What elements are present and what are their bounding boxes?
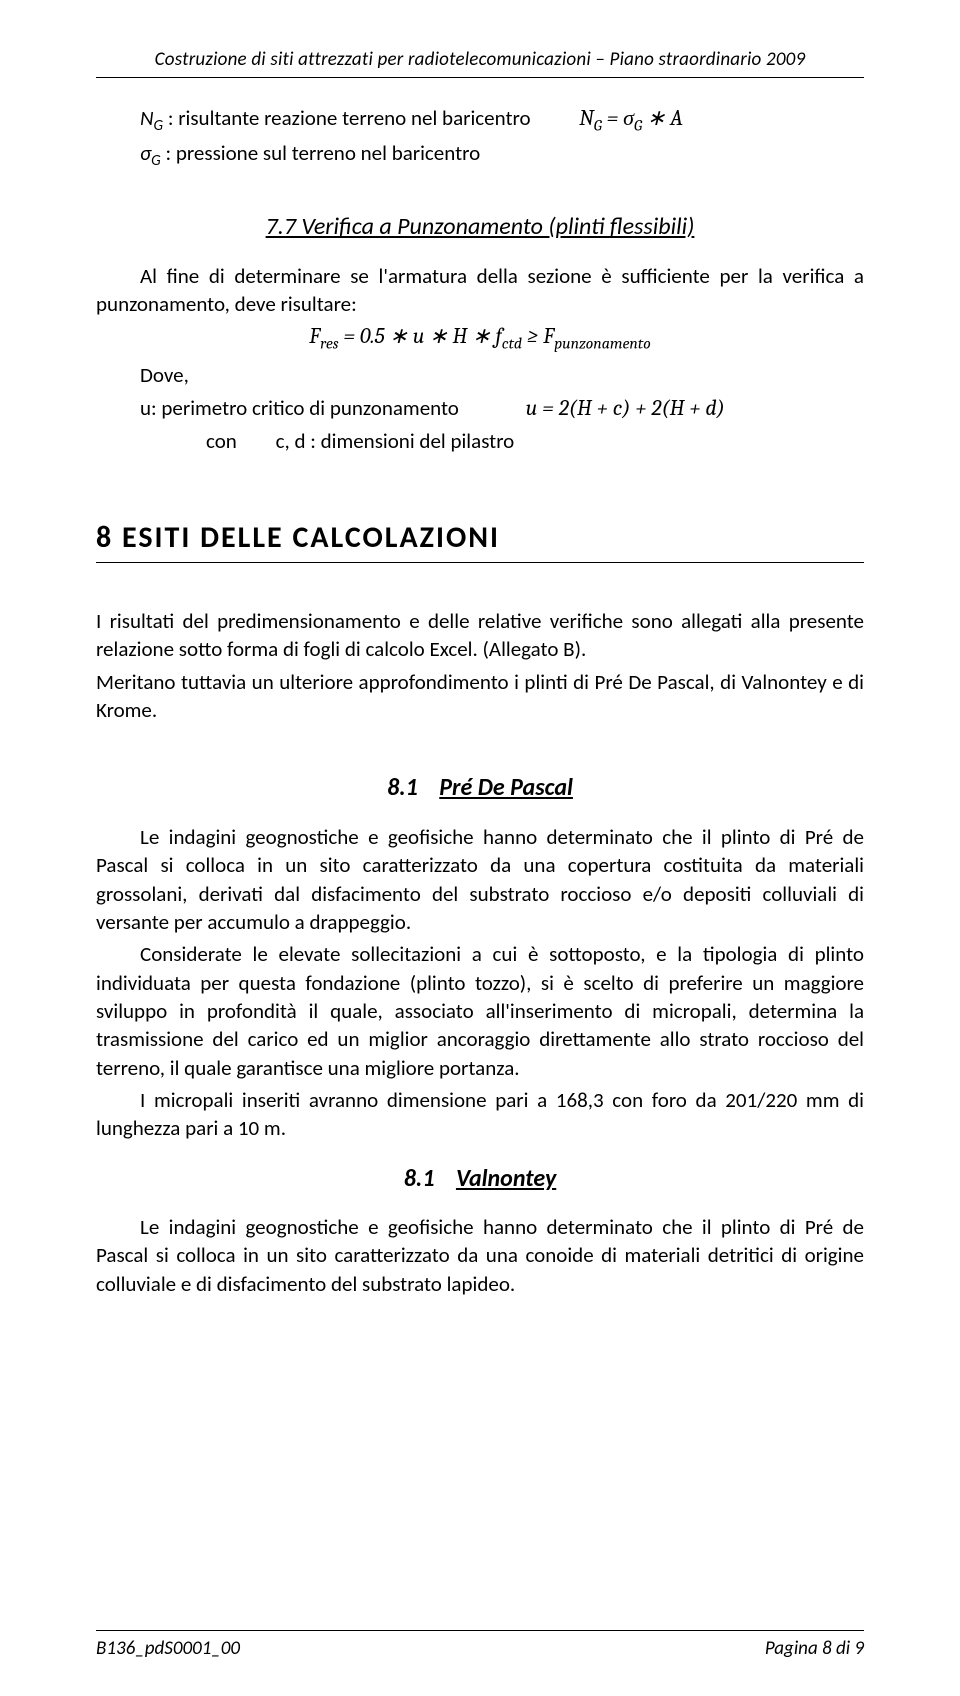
sec77-con: con: [206, 428, 237, 454]
sec81-p1: Le indagini geognostiche e geofisiche ha…: [96, 823, 864, 936]
ng-equation: NG = σG ∗ A: [579, 105, 683, 131]
sec77-intro: Al fine di determinare se l'armatura del…: [96, 262, 864, 319]
sg-symbol: σ: [140, 140, 151, 166]
def-sg-row: σG : pressione sul terreno nel baricentr…: [96, 139, 864, 172]
footer-rule: [96, 1630, 864, 1631]
sec8-p2: Meritano tuttavia un ulteriore approfond…: [96, 668, 864, 725]
page-header: Costruzione di siti attrezzati per radio…: [96, 48, 864, 71]
sec81-num: 8.1: [387, 773, 418, 802]
section-8-1-title: 8.1 Pré De Pascal: [96, 772, 864, 804]
sec77-u-equation: u = 2(H + c) + 2(H + d): [526, 395, 725, 421]
ng-symbol: N: [140, 105, 154, 131]
section-8-title: 8 ESITI DELLE CALCOLAZIONI: [96, 518, 864, 559]
sec77-u-row: u: perimetro critico di punzonamento u =…: [140, 394, 864, 424]
sec77-u-text: u: perimetro critico di punzonamento: [140, 395, 459, 421]
header-rule: [96, 77, 864, 78]
footer-right: Pagina 8 di 9: [765, 1637, 864, 1660]
sec81-title: Pré De Pascal: [439, 773, 573, 802]
sec81-p3: I micropali inseriti avranno dimensione …: [96, 1086, 864, 1143]
sec8-p1: I risultati del predimensionamento e del…: [96, 607, 864, 664]
section-7-7-title: 7.7 Verifica a Punzonamento (plinti fles…: [96, 211, 864, 243]
section-8-1b-title: 8.1 Valnontey: [96, 1163, 864, 1195]
sg-sub: G: [151, 152, 161, 170]
ng-sub: G: [154, 117, 164, 135]
sec77-dove: Dove,: [140, 361, 864, 389]
section-8-rule: [96, 562, 864, 563]
def-ng-row: NG : risultante reazione terreno nel bar…: [96, 104, 864, 137]
sec81b-num: 8.1: [404, 1164, 435, 1193]
footer-left: B136_pdS0001_00: [96, 1637, 240, 1660]
sg-text: : pressione sul terreno nel baricentro: [161, 140, 480, 166]
sec81-p2: Considerate le elevate sollecitazioni a …: [96, 940, 864, 1082]
ng-text: : risultante reazione terreno nel barice…: [163, 105, 530, 131]
sec77-cd: c, d : dimensioni del pilastro: [276, 428, 515, 454]
sec81b-p1: Le indagini geognostiche e geofisiche ha…: [96, 1213, 864, 1298]
sec77-con-row: con c, d : dimensioni del pilastro: [206, 427, 864, 455]
sec77-equation: Fres = 0.5 ∗ u ∗ H ∗ fctd ≥ Fpunzonament…: [96, 322, 864, 355]
sec81b-title: Valnontey: [456, 1164, 556, 1193]
page-footer: B136_pdS0001_00 Pagina 8 di 9: [96, 1630, 864, 1660]
